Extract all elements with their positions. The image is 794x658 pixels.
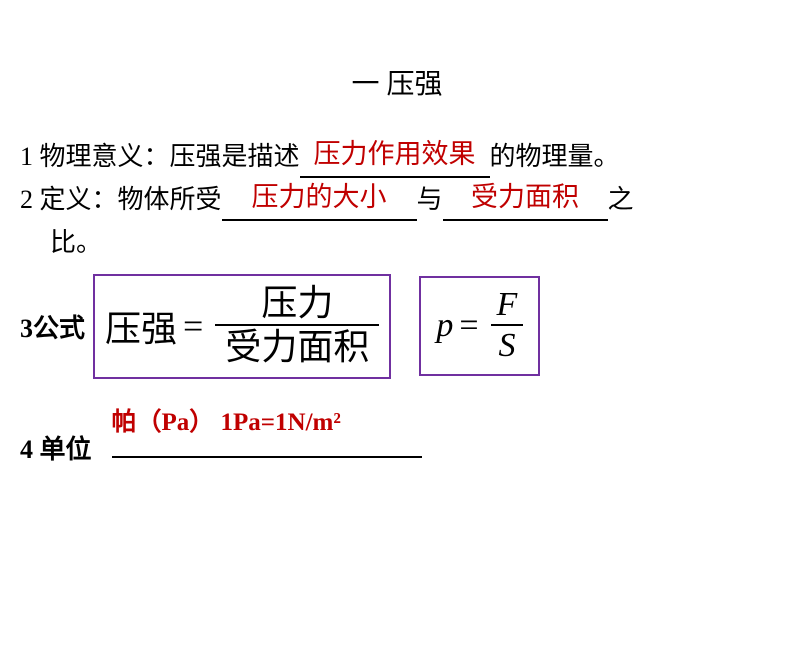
formula1-numerator: 压力 <box>251 284 343 324</box>
line2-fill2: 受力面积 <box>471 177 579 218</box>
line-1: 1 物理意义：压强是描述 压力作用效果的物理量。 <box>20 137 774 178</box>
line2-prefix: 2 定义：物体所受 <box>20 185 222 214</box>
formula2-fraction: F S <box>491 286 524 366</box>
formula1-denominator: 受力面积 <box>215 326 379 369</box>
line1-prefix: 1 物理意义：压强是描述 <box>20 142 300 171</box>
line1-fill: 压力作用效果 <box>314 134 476 175</box>
line1-blank: 压力作用效果 <box>300 137 490 178</box>
line2-cont-text: 比。 <box>50 228 102 257</box>
line3-label: 3公式 <box>20 308 85 345</box>
formula-box-1: 压强 = 压力 受力面积 <box>93 274 391 379</box>
line2-fill1: 压力的大小 <box>252 177 387 218</box>
equals-sign-2: = <box>459 307 478 345</box>
line-4: 4 单位 帕（Pa） 1Pa=1N/m² <box>20 429 774 466</box>
equals-sign-1: = <box>183 305 203 347</box>
line2-suffix: 之 <box>608 185 634 214</box>
line4-label: 4 单位 <box>20 429 92 466</box>
line2-blank2: 受力面积 <box>443 180 608 221</box>
line2-blank1: 压力的大小 <box>222 180 417 221</box>
formula2-lhs: p <box>436 307 453 345</box>
line-3: 3公式 压强 = 压力 受力面积 p = F S <box>20 274 774 379</box>
line-2-continuation: 比。 <box>20 223 774 262</box>
page-title: 一 压强 <box>0 62 794 102</box>
unit-fill: 帕（Pa） 1Pa=1N/m² <box>112 402 341 438</box>
unit-blank: 帕（Pa） 1Pa=1N/m² <box>112 432 422 463</box>
line2-mid: 与 <box>417 185 443 214</box>
formula-box-2: p = F S <box>419 276 540 376</box>
formula1-lhs: 压强 <box>105 300 177 352</box>
formula2-numerator: F <box>491 286 524 323</box>
formula1-fraction: 压力 受力面积 <box>215 284 379 369</box>
line1-suffix: 的物理量。 <box>490 142 620 171</box>
line-2: 2 定义：物体所受 压力的大小 与 受力面积之 <box>20 180 774 221</box>
content-area: 1 物理意义：压强是描述 压力作用效果的物理量。 2 定义：物体所受 压力的大小… <box>0 137 794 466</box>
formula2-denominator: S <box>492 326 521 367</box>
